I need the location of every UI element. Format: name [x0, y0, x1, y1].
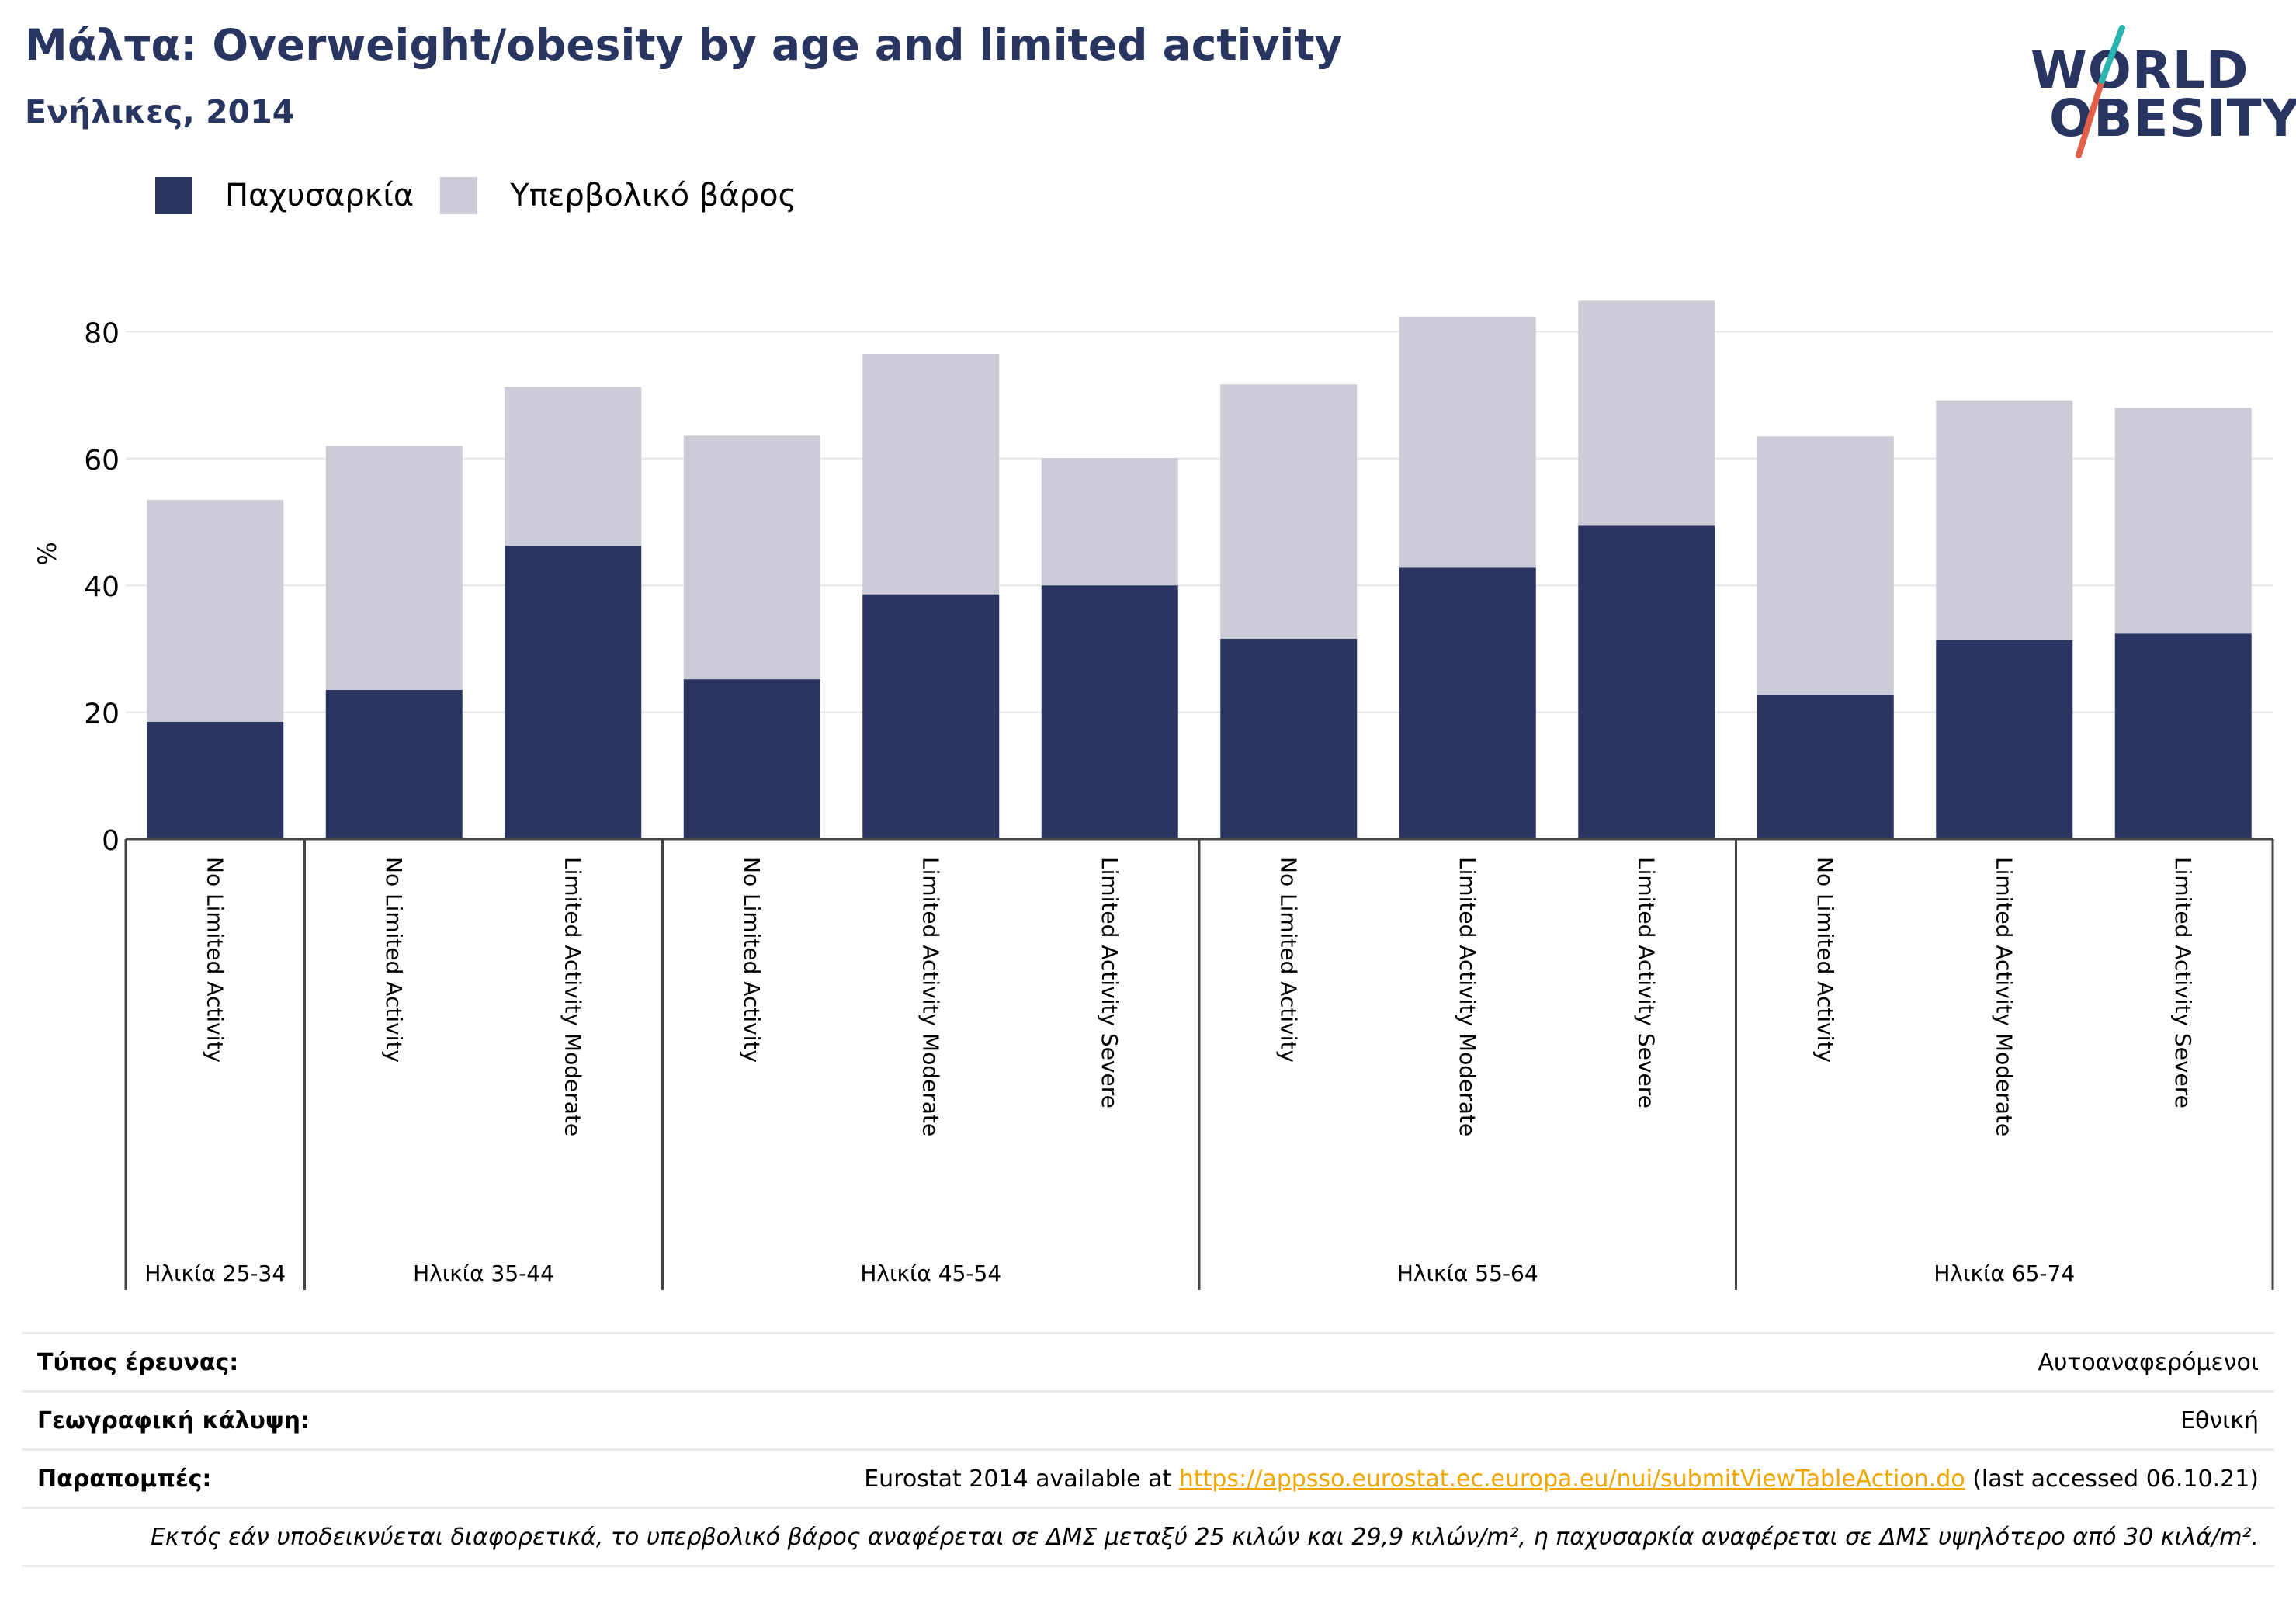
x-tick-label: Limited Activity Severe	[1633, 857, 1659, 1108]
y-tick-label: 20	[84, 699, 120, 730]
bar-obesity	[505, 546, 642, 839]
legend-label-overweight: Υπερβολικό βάρος	[510, 178, 797, 213]
survey-type-label: Τύπος έρευνας:	[37, 1348, 239, 1376]
bar-overweight	[862, 353, 1000, 595]
bar-overweight	[1220, 384, 1358, 639]
bar-overweight	[1936, 400, 2073, 640]
coverage-label: Γεωγραφική κάλυψη:	[37, 1406, 310, 1434]
footer-row-references: Παραπομπές: Eurostat 2014 available at h…	[22, 1448, 2274, 1507]
references-prefix: Eurostat 2014 available at	[864, 1465, 1179, 1493]
bar-obesity	[683, 679, 820, 839]
group-label: Ηλικία 65-74	[1934, 1261, 2075, 1286]
x-tick-label: Limited Activity Moderate	[1991, 857, 2017, 1136]
y-tick-label: 40	[84, 571, 120, 603]
x-tick-label: Limited Activity Severe	[2170, 857, 2196, 1108]
x-tick-label: Limited Activity Severe	[1097, 857, 1122, 1108]
legend-label-obesity: Παχυσαρκία	[225, 178, 414, 213]
group-label: Ηλικία 55-64	[1397, 1261, 1538, 1286]
group-label: Ηλικία 35-44	[413, 1261, 554, 1286]
chart-subtitle: Ενήλικες, 2014	[25, 93, 295, 130]
survey-type-value: Αυτοαναφερόμενοι	[2038, 1348, 2259, 1376]
x-tick-label: Limited Activity Moderate	[560, 857, 585, 1136]
bar-overweight	[505, 387, 642, 546]
footer-info-table: Τύπος έρευνας: Αυτοαναφερόμενοι Γεωγραφι…	[22, 1332, 2274, 1567]
bar-obesity	[147, 721, 284, 839]
bar-overweight	[1041, 457, 1178, 586]
coverage-value: Εθνική	[2180, 1406, 2259, 1434]
x-tick-label: No Limited Activity	[739, 857, 765, 1063]
footer-row-survey-type: Τύπος έρευνας: Αυτοαναφερόμενοι	[22, 1332, 2274, 1390]
bar-overweight	[1399, 316, 1536, 568]
bar-obesity	[325, 690, 463, 839]
bar-obesity	[1041, 585, 1178, 839]
bar-overweight	[147, 499, 284, 722]
footer-row-coverage: Γεωγραφική κάλυψη: Εθνική	[22, 1390, 2274, 1448]
bar-obesity	[1220, 638, 1358, 839]
bar-obesity	[862, 594, 1000, 839]
stacked-bar-chart: 0 20 40 60 80% No Limited Activity No Limited …	[33, 300, 2274, 1290]
references-label: Παραπομπές:	[37, 1465, 212, 1493]
y-tick-label: 60	[84, 445, 120, 477]
group-label: Ηλικία 45-54	[860, 1261, 1001, 1286]
chart-title: Μάλτα: Overweight/obesity by age and lim…	[25, 20, 1343, 70]
chart-legend: Παχυσαρκία Υπερβολικό βάρος	[155, 177, 823, 214]
footer-row-note: Εκτός εάν υποδεικνύεται διαφορετικά, το …	[22, 1507, 2274, 1567]
bar-overweight	[2114, 408, 2252, 634]
y-tick-label: 0	[102, 825, 120, 857]
bar-obesity	[1399, 567, 1536, 839]
legend-item-overweight: Υπερβολικό βάρος	[440, 177, 796, 214]
y-tick-label: 80	[84, 317, 120, 349]
bar-obesity	[1757, 695, 1894, 839]
bar-overweight	[683, 435, 820, 680]
legend-swatch-obesity	[155, 177, 192, 214]
bar-overweight	[325, 446, 463, 691]
x-tick-label: No Limited Activity	[381, 857, 407, 1063]
references-link[interactable]: https://appsso.eurostat.ec.europa.eu/nui…	[1178, 1465, 1965, 1493]
x-tick-label: Limited Activity Moderate	[917, 857, 943, 1136]
legend-item-obesity: Παχυσαρκία	[155, 177, 414, 214]
x-tick-label: No Limited Activity	[1812, 857, 1838, 1063]
references-value: Eurostat 2014 available at https://appss…	[864, 1465, 2259, 1493]
bar-overweight	[1578, 300, 1715, 526]
world-obesity-logo: WORLD OBESITY	[2026, 23, 2296, 163]
x-tick-label: No Limited Activity	[1275, 857, 1301, 1063]
bar-obesity	[1578, 525, 1715, 839]
logo-slash-icon	[2076, 25, 2125, 158]
logo-text-world: WORLD	[2031, 40, 2249, 100]
bmi-definition-note: Εκτός εάν υποδεικνύεται διαφορετικά, το …	[150, 1523, 2259, 1551]
group-label: Ηλικία 25-34	[144, 1261, 286, 1286]
bar-overweight	[1757, 436, 1894, 695]
bar-obesity	[2114, 633, 2252, 839]
y-axis-label: %	[33, 542, 62, 565]
x-tick-label: Limited Activity Moderate	[1455, 857, 1480, 1136]
legend-swatch-overweight	[440, 177, 478, 214]
x-tick-label: No Limited Activity	[202, 857, 227, 1063]
references-suffix: (last accessed 06.10.21)	[1965, 1465, 2259, 1493]
bar-obesity	[1936, 640, 2073, 839]
